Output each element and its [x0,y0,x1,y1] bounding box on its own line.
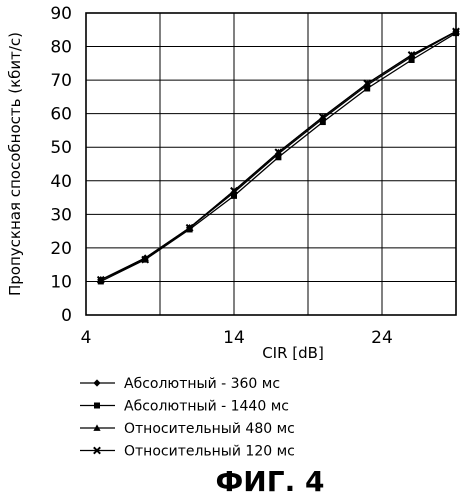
x-tick-label: 4 [81,328,92,348]
legend-marker-square [94,403,100,409]
x-tick-label: 14 [223,328,245,348]
y-axis-tick-labels: 0 10 20 30 40 50 60 70 80 90 [50,4,72,326]
y-tick-label: 20 [50,239,72,259]
y-tick-label: 40 [50,172,72,192]
y-tick-label: 80 [50,38,72,58]
y-tick-label: 30 [50,205,72,225]
y-tick-label: 50 [50,138,72,158]
x-tick-label: 24 [371,328,393,348]
x-axis-tick-labels: 4 14 24 [81,328,393,348]
legend-marker-diamond [93,379,100,386]
figure-label: ФИГ. 4 [216,465,325,498]
y-tick-label: 10 [50,272,72,292]
legend-label: Относительный 120 мс [124,444,295,460]
y-axis-title: Пропускная способность (кбит/с) [6,32,24,296]
legend-label: Относительный 480 мс [124,421,295,437]
y-tick-label: 0 [61,306,72,326]
y-tick-label: 90 [50,4,72,24]
x-axis-title: CIR [dB] [262,344,324,362]
legend-label: Абсолютный - 1440 мс [124,399,289,415]
data-series [97,28,459,285]
legend: Абсолютный - 360 мс Абсолютный - 1440 мс О… [80,376,295,460]
y-tick-label: 70 [50,71,72,91]
legend-label: Абсолютный - 360 мс [124,376,280,392]
y-tick-label: 60 [50,105,72,125]
